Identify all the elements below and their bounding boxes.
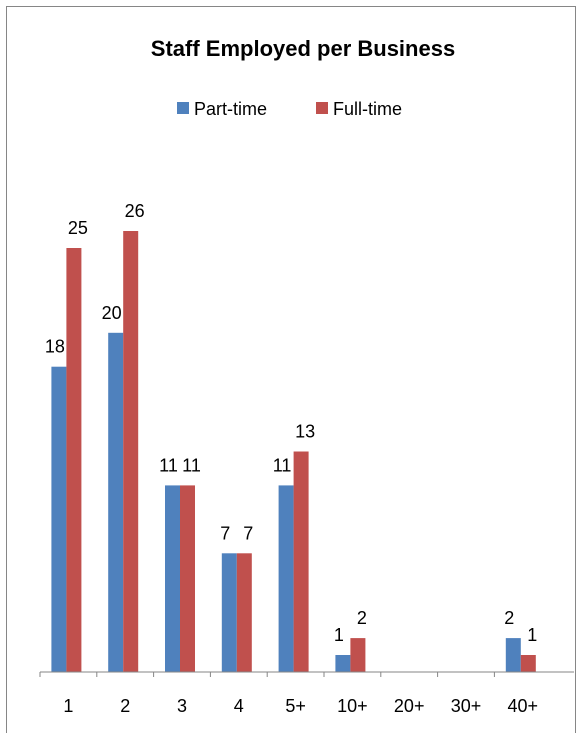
data-label-part-time-2: 20: [102, 303, 122, 323]
legend: Part-time Full-time: [177, 99, 402, 119]
bar-full-time-5+: [293, 451, 309, 672]
legend-label-full-time: Full-time: [333, 99, 402, 119]
x-tick-label-4: 4: [234, 696, 244, 716]
bar-part-time-40+: [505, 638, 521, 672]
bar-full-time-2: [123, 231, 139, 672]
data-label-part-time-4: 7: [220, 523, 230, 543]
data-label-full-time-1: 25: [68, 218, 88, 238]
bars: [51, 231, 536, 672]
x-axis-ticks: 1 2 3 4 5+ 10+ 20+ 30+ 40+: [39, 672, 539, 716]
legend-label-part-time: Part-time: [194, 99, 267, 119]
data-label-full-time-5+: 13: [295, 422, 315, 442]
legend-swatch-full-time: [316, 102, 328, 114]
bar-full-time-40+: [520, 655, 536, 672]
bar-part-time-3: [165, 485, 180, 672]
data-label-part-time-40+: 2: [504, 608, 514, 628]
data-label-part-time-1: 18: [45, 337, 65, 357]
bar-part-time-5+: [278, 485, 294, 672]
legend-swatch-part-time: [177, 102, 189, 114]
data-label-full-time-3: 11: [182, 455, 201, 475]
bar-full-time-1: [66, 248, 82, 672]
bar-full-time-3: [180, 485, 195, 672]
x-tick-label-30+: 30+: [451, 696, 482, 716]
x-tick-label-1: 1: [63, 696, 73, 716]
data-label-part-time-10+: 1: [334, 625, 344, 645]
data-label-full-time-4: 7: [243, 523, 253, 543]
x-tick-label-20+: 20+: [394, 696, 425, 716]
data-label-full-time-10+: 2: [357, 608, 367, 628]
bar-full-time-10+: [350, 638, 366, 672]
x-tick-label-3: 3: [177, 696, 187, 716]
bar-full-time-4: [236, 553, 252, 672]
bar-part-time-2: [108, 332, 124, 672]
bar-part-time-10+: [335, 655, 351, 672]
chart-title: Staff Employed per Business: [151, 36, 455, 61]
data-label-full-time-40+: 1: [527, 625, 537, 645]
x-tick-label-5+: 5+: [285, 696, 306, 716]
chart-area: Staff Employed per Business Part-time Ful…: [6, 6, 576, 733]
bar-part-time-1: [51, 366, 67, 672]
x-tick-label-10+: 10+: [337, 696, 368, 716]
data-label-full-time-2: 26: [125, 201, 145, 221]
data-label-part-time-3: 11: [159, 455, 178, 475]
bar-part-time-4: [221, 553, 237, 672]
x-tick-label-2: 2: [120, 696, 130, 716]
data-label-part-time-5+: 11: [273, 455, 292, 475]
bar-chart: Staff Employed per Business Part-time Ful…: [39, 36, 574, 716]
x-tick-label-40+: 40+: [508, 696, 539, 716]
